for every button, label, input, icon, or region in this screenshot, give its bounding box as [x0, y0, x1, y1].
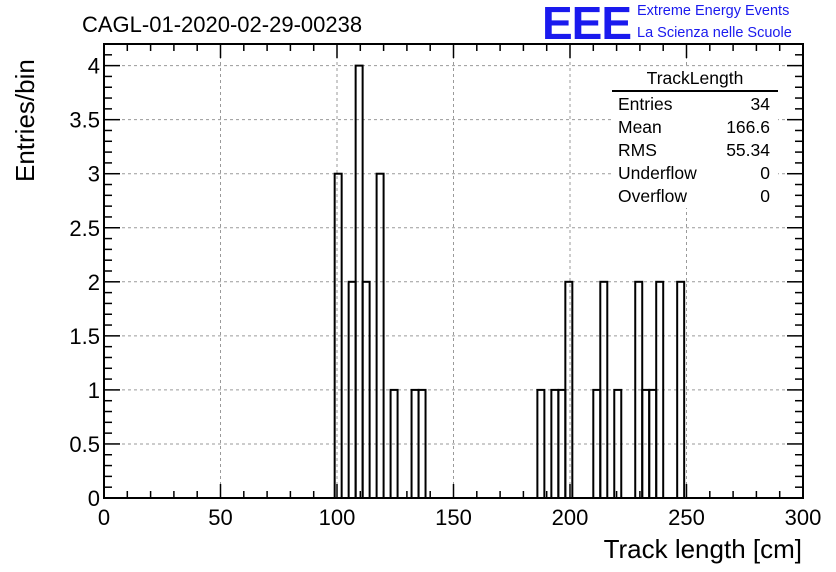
- axis-ticks: [103, 43, 804, 499]
- y-tick-label: 3: [88, 162, 100, 187]
- x-axis-label: Track length [cm]: [603, 534, 802, 564]
- stats-row-entries: Entries 34: [612, 93, 778, 116]
- stats-label: Overflow: [618, 186, 688, 206]
- stats-row-mean: Mean 166.6: [612, 116, 778, 139]
- stats-value: 34: [750, 94, 770, 114]
- stats-row-rms: RMS 55.34: [612, 139, 778, 162]
- x-tick-label: 300: [785, 505, 822, 530]
- y-tick-label: 1: [88, 378, 100, 403]
- y-axis-label: Entries/bin: [10, 59, 40, 182]
- stats-row-overflow: Overflow 0: [612, 185, 778, 208]
- logo-line-2: La Scienza nelle Scuole: [637, 25, 792, 41]
- stats-label: Entries: [618, 94, 673, 114]
- y-tick-label: 1.5: [69, 324, 100, 349]
- y-tick-label: 2: [88, 270, 100, 295]
- stats-value: 0: [760, 163, 770, 183]
- y-tick-label: 2.5: [69, 216, 100, 241]
- stats-box: TrackLength Entries 34 Mean 166.6 RMS 55…: [612, 68, 778, 208]
- x-tick-label: 200: [552, 505, 589, 530]
- x-tick-label: 50: [208, 505, 232, 530]
- stats-value: 55.34: [726, 140, 770, 160]
- x-tick-label: 100: [319, 505, 356, 530]
- stats-value: 166.6: [726, 117, 770, 137]
- stats-row-underflow: Underflow 0: [612, 162, 778, 185]
- y-tick-label: 0: [88, 486, 100, 511]
- stats-value: 0: [760, 186, 770, 206]
- stats-label: Underflow: [618, 163, 697, 183]
- stats-label: Mean: [618, 117, 662, 137]
- x-tick-label: 150: [435, 505, 472, 530]
- plot-title: CAGL-01-2020-02-29-00238: [82, 12, 363, 37]
- y-tick-label: 0.5: [69, 432, 100, 457]
- y-tick-label: 3.5: [69, 108, 100, 133]
- stats-title: TrackLength: [612, 68, 778, 92]
- x-tick-label: 250: [668, 505, 705, 530]
- eee-logo: EEE: [542, 0, 632, 49]
- stats-label: RMS: [618, 140, 657, 160]
- x-tick-label: 0: [98, 505, 110, 530]
- tick-labels: 0 50 100 150 200 250 300 0 0.5 1 1.5 2 2.5 3 3.5 4: [69, 54, 821, 530]
- logo-line-1: Extreme Energy Events: [637, 3, 790, 19]
- y-tick-label: 4: [88, 54, 100, 79]
